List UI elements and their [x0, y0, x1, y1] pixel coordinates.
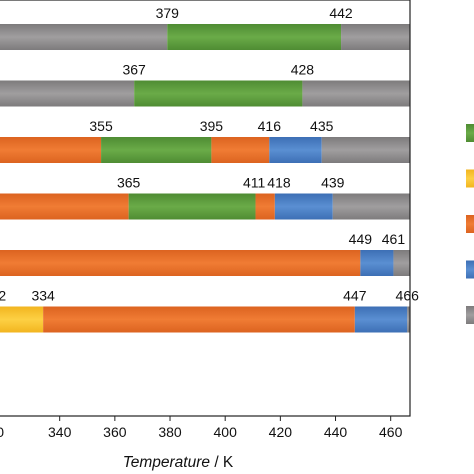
x-tick-label-340: 340 — [48, 424, 72, 440]
data-label-row6-3: 447 — [343, 288, 367, 304]
data-label-row6-2: 334 — [31, 288, 55, 304]
bar-segment-row5-2 — [360, 250, 394, 276]
bar-segment-row4-4 — [274, 193, 333, 220]
data-label-row3-2: 395 — [200, 118, 224, 134]
data-label-row3-3: 416 — [258, 118, 282, 134]
x-axis-label: Temperature / K — [123, 454, 234, 471]
x-tick-label-partial: 0 — [0, 424, 4, 440]
legend-swatch-yellow — [466, 169, 474, 188]
bar-segment-row5-1 — [0, 250, 361, 276]
x-axis-label-unit: / K — [210, 454, 234, 471]
bar-segment-row6-3 — [354, 306, 408, 333]
x-tick-label-400: 400 — [214, 424, 238, 440]
bar-segment-row6-4 — [407, 306, 410, 333]
data-label-row6-1: 2 — [0, 288, 6, 304]
data-label-row4-1: 365 — [117, 175, 141, 191]
data-label-row4-2: 411 — [243, 175, 266, 191]
legend-swatch-orange — [466, 215, 474, 233]
legend-swatch-gray — [466, 306, 474, 324]
data-label-row4-3: 418 — [267, 175, 291, 191]
data-label-row3-1: 355 — [89, 118, 113, 134]
data-label-row2-1: 367 — [122, 62, 146, 78]
bar-segment-row4-5 — [332, 193, 410, 220]
bar-segment-row3-1 — [0, 137, 102, 163]
bar-segment-row3-5 — [321, 137, 410, 163]
bar-segment-row3-3 — [211, 137, 270, 163]
legend — [466, 124, 474, 324]
bar-segment-row6-1 — [0, 306, 44, 333]
data-labels-layer: 379 442 367 428 355 395 416 435 365 411 418 439 449 4… — [0, 5, 419, 304]
x-axis: 340 360 380 400 420 440 460 0 — [0, 416, 403, 440]
x-tick-label-380: 380 — [158, 424, 182, 440]
x-tick-label-420: 420 — [269, 424, 293, 440]
x-tick-label-460: 460 — [379, 424, 403, 440]
data-label-row3-4: 435 — [310, 118, 334, 134]
bar-segment-row4-1 — [0, 193, 129, 220]
data-label-row1-2: 442 — [329, 5, 353, 21]
bar-segment-row3-4 — [269, 137, 322, 163]
data-label-row4-4: 439 — [321, 175, 345, 191]
data-label-row6-4: 466 — [396, 288, 420, 304]
bar-segment-row1-1 — [0, 24, 168, 50]
data-label-row5-2: 461 — [382, 231, 406, 247]
bar-segment-row1-3 — [341, 24, 410, 50]
bars-layer — [0, 24, 410, 333]
x-tick-label-440: 440 — [324, 424, 348, 440]
legend-swatch-green — [466, 124, 474, 142]
legend-swatch-blue — [466, 260, 474, 279]
x-axis-label-name: Temperature — [123, 454, 211, 471]
plot-frame — [0, 0, 411, 417]
bar-segment-row4-2 — [128, 193, 256, 220]
bar-segment-row1-2 — [167, 24, 342, 50]
bar-segment-row5-3 — [393, 250, 410, 276]
data-label-row2-2: 428 — [291, 62, 315, 78]
bar-segment-row4-3 — [255, 193, 275, 220]
x-tick-label-360: 360 — [103, 424, 127, 440]
bar-segment-row6-2 — [43, 306, 355, 333]
bar-segment-row2-3 — [302, 80, 410, 107]
data-label-row1-1: 379 — [156, 5, 180, 21]
data-label-row5-1: 449 — [349, 231, 373, 247]
bar-segment-row2-1 — [0, 80, 135, 107]
bar-segment-row2-2 — [134, 80, 303, 107]
bar-segment-row3-2 — [101, 137, 212, 163]
